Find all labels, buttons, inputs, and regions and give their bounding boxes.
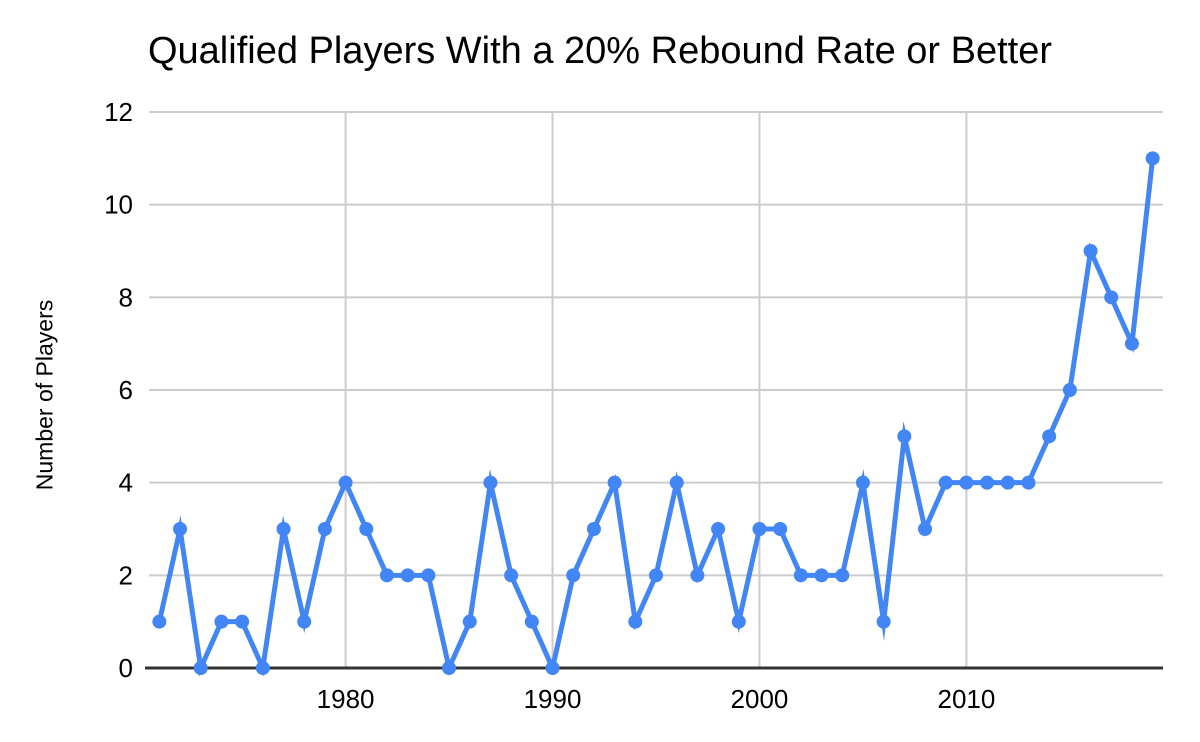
data-point-1978[interactable] bbox=[297, 614, 312, 629]
series-line bbox=[156, 155, 1156, 677]
data-point-1988[interactable] bbox=[504, 568, 519, 583]
x-tick-label-2010: 2010 bbox=[937, 684, 995, 714]
data-point-2017[interactable] bbox=[1104, 290, 1119, 305]
data-point-2011[interactable] bbox=[980, 475, 995, 490]
data-point-1995[interactable] bbox=[649, 568, 663, 583]
data-point-2008[interactable] bbox=[918, 522, 933, 536]
y-tick-label-8: 8 bbox=[119, 282, 133, 312]
data-point-1989[interactable] bbox=[524, 614, 539, 629]
data-point-1973[interactable] bbox=[193, 661, 208, 675]
data-point-2005[interactable] bbox=[855, 475, 870, 490]
data-point-2009[interactable] bbox=[938, 475, 953, 490]
data-point-1997[interactable] bbox=[690, 568, 705, 583]
data-point-1984[interactable] bbox=[421, 568, 436, 583]
x-tick-label-2000: 2000 bbox=[731, 684, 789, 714]
data-point-1985[interactable] bbox=[442, 661, 457, 675]
data-point-1976[interactable] bbox=[255, 661, 270, 675]
data-point-1990[interactable] bbox=[545, 661, 560, 675]
data-point-1987[interactable] bbox=[483, 475, 498, 490]
y-tick-label-0: 0 bbox=[119, 653, 133, 683]
y-tick-label-6: 6 bbox=[119, 375, 133, 405]
data-point-2006[interactable] bbox=[876, 614, 891, 629]
data-point-2000[interactable] bbox=[752, 522, 767, 536]
data-point-2019[interactable] bbox=[1145, 151, 1160, 166]
y-tick-label-2: 2 bbox=[119, 560, 133, 590]
data-point-2003[interactable] bbox=[814, 568, 829, 583]
data-point-2016[interactable] bbox=[1083, 244, 1098, 258]
data-point-1974[interactable] bbox=[214, 614, 229, 629]
data-point-1979[interactable] bbox=[317, 522, 332, 536]
data-point-1981[interactable] bbox=[359, 522, 374, 536]
data-point-1991[interactable] bbox=[566, 568, 581, 583]
data-point-1998[interactable] bbox=[711, 522, 726, 536]
data-point-1994[interactable] bbox=[628, 614, 643, 629]
data-point-2015[interactable] bbox=[1062, 383, 1077, 397]
data-point-1983[interactable] bbox=[400, 568, 415, 583]
data-point-2010[interactable] bbox=[959, 475, 974, 490]
data-point-1972[interactable] bbox=[173, 522, 188, 536]
data-point-2013[interactable] bbox=[1021, 475, 1036, 490]
data-point-2001[interactable] bbox=[773, 522, 788, 536]
data-point-2012[interactable] bbox=[1000, 475, 1015, 490]
y-tick-label-4: 4 bbox=[119, 468, 133, 498]
data-point-1996[interactable] bbox=[669, 475, 684, 490]
data-point-1975[interactable] bbox=[235, 614, 250, 629]
x-tick-label-1990: 1990 bbox=[524, 684, 582, 714]
data-point-1971[interactable] bbox=[152, 614, 167, 629]
data-point-1977[interactable] bbox=[276, 522, 291, 536]
y-tick-label-12: 12 bbox=[104, 97, 133, 127]
data-point-1980[interactable] bbox=[338, 475, 353, 490]
data-point-2018[interactable] bbox=[1124, 336, 1139, 351]
data-point-2004[interactable] bbox=[835, 568, 850, 583]
chart-title: Qualified Players With a 20% Rebound Rat… bbox=[147, 30, 1053, 72]
data-point-2014[interactable] bbox=[1042, 429, 1057, 444]
data-point-1993[interactable] bbox=[607, 475, 622, 490]
data-point-2002[interactable] bbox=[793, 568, 808, 583]
data-point-2007[interactable] bbox=[897, 429, 912, 444]
y-tick-label-10: 10 bbox=[104, 190, 133, 220]
data-point-1992[interactable] bbox=[586, 522, 601, 536]
x-tick-label-1980: 1980 bbox=[317, 684, 375, 714]
data-point-1982[interactable] bbox=[379, 568, 394, 583]
data-point-1986[interactable] bbox=[462, 614, 477, 629]
data-point-1999[interactable] bbox=[731, 614, 746, 629]
